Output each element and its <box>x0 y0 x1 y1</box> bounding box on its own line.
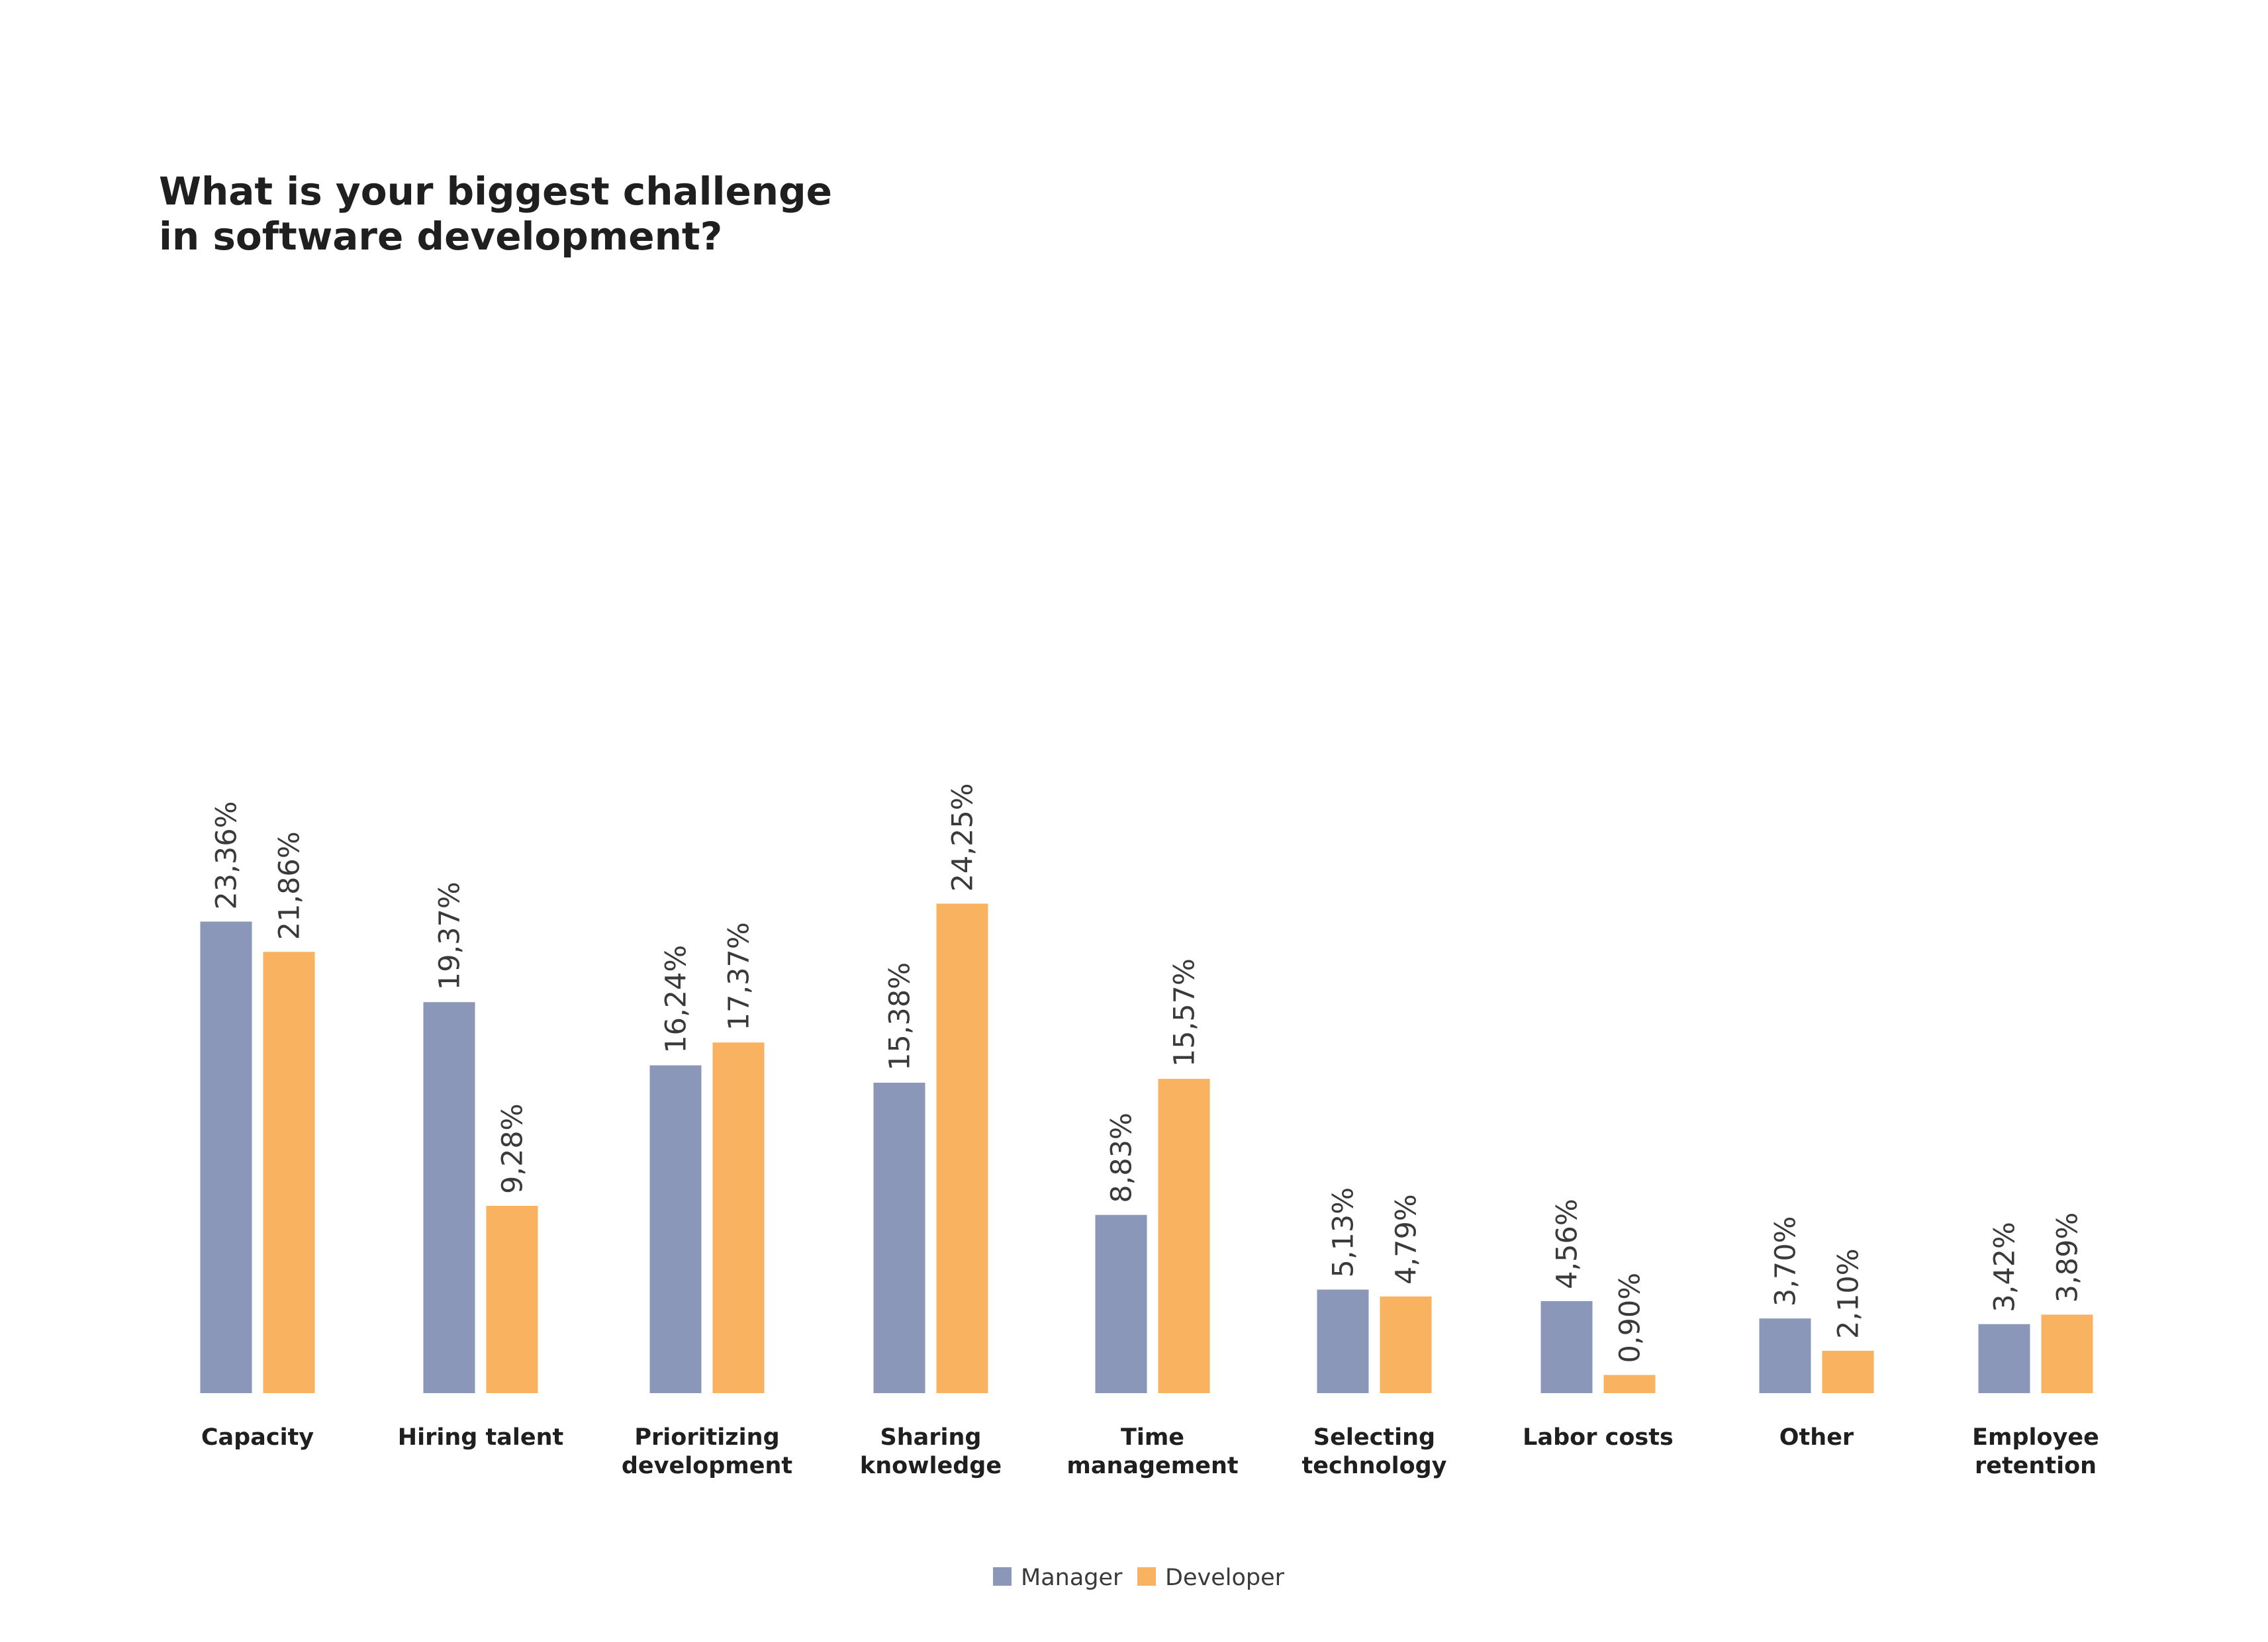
legend-swatch-manager <box>993 1567 1012 1586</box>
category-label-8-line-0: Employee <box>1972 1424 2099 1451</box>
category-label-5-line-1: technology <box>1301 1453 1446 1479</box>
data-label-manager-7: 3,70% <box>1770 1216 1803 1307</box>
chart-title-line-2: in software development? <box>159 214 722 259</box>
bars <box>200 903 2093 1393</box>
data-label-developer-7: 2,10% <box>1832 1248 1866 1339</box>
chart-title: What is your biggest challenge in softwa… <box>159 169 832 259</box>
bar-developer-2 <box>712 1042 765 1393</box>
bar-manager-8 <box>1978 1324 2030 1393</box>
data-label-manager-6: 4,56% <box>1551 1199 1584 1289</box>
data-label-developer-2: 17,37% <box>723 922 756 1030</box>
bar-manager-5 <box>1317 1289 1369 1393</box>
data-labels: 23,36% 21,86% 19,37% 9,28% 16,24% 17,37% 15,38… <box>211 783 2085 1363</box>
bar-developer-8 <box>2041 1314 2093 1393</box>
data-label-manager-4: 8,83% <box>1106 1113 1139 1203</box>
data-label-manager-1: 19,37% <box>434 882 467 990</box>
category-label-4-line-0: Time <box>1121 1424 1184 1451</box>
category-label-0-line-0: Capacity <box>201 1424 314 1451</box>
category-labels: Capacity Hiring talent Prioritizingdevelop… <box>201 1424 2099 1479</box>
data-label-developer-5: 4,79% <box>1390 1194 1423 1285</box>
bar-manager-0 <box>200 921 252 1393</box>
data-label-developer-8: 3,89% <box>2052 1212 2085 1303</box>
bar-manager-1 <box>423 1002 475 1393</box>
category-label-6-line-0: Labor costs <box>1523 1424 1674 1451</box>
data-label-manager-5: 5,13% <box>1327 1187 1360 1278</box>
bar-manager-6 <box>1540 1300 1593 1393</box>
data-label-manager-0: 23,36% <box>211 801 244 910</box>
data-label-developer-3: 24,25% <box>947 783 980 891</box>
category-label-8-line-1: retention <box>1975 1453 2097 1479</box>
category-label-2-line-1: development <box>622 1453 792 1479</box>
bar-developer-0 <box>263 952 315 1393</box>
data-label-developer-0: 21,86% <box>273 831 307 940</box>
data-label-developer-1: 9,28% <box>496 1103 530 1194</box>
legend-swatch-developer <box>1137 1567 1156 1586</box>
data-label-manager-2: 16,24% <box>660 945 693 1054</box>
data-label-developer-6: 0,90% <box>1614 1273 1647 1363</box>
legend: Manager Developer <box>993 1565 1285 1591</box>
category-label-7-line-0: Other <box>1779 1424 1854 1451</box>
bar-manager-7 <box>1759 1318 1811 1393</box>
data-label-developer-4: 15,57% <box>1168 958 1202 1067</box>
category-label-2-line-0: Prioritizing <box>634 1424 779 1451</box>
bar-manager-4 <box>1095 1214 1147 1393</box>
legend-label-manager: Manager <box>1021 1565 1123 1591</box>
category-label-4-line-1: management <box>1066 1453 1238 1479</box>
legend-label-developer: Developer <box>1165 1565 1285 1591</box>
category-label-1-line-0: Hiring talent <box>398 1424 563 1451</box>
bar-developer-4 <box>1158 1079 1210 1393</box>
bar-developer-1 <box>486 1205 538 1393</box>
bar-developer-6 <box>1603 1375 1656 1393</box>
category-label-3-line-1: knowledge <box>860 1453 1002 1479</box>
bar-developer-3 <box>936 903 988 1393</box>
data-label-manager-3: 15,38% <box>884 962 917 1071</box>
bar-manager-3 <box>873 1082 925 1393</box>
bar-manager-2 <box>649 1065 702 1393</box>
data-label-manager-8: 3,42% <box>1989 1222 2022 1312</box>
bar-developer-7 <box>1822 1350 1874 1393</box>
chart-title-line-1: What is your biggest challenge <box>159 169 832 214</box>
bar-developer-5 <box>1380 1296 1432 1393</box>
category-label-5-line-0: Selecting <box>1313 1424 1435 1451</box>
category-label-3-line-0: Sharing <box>880 1424 982 1451</box>
